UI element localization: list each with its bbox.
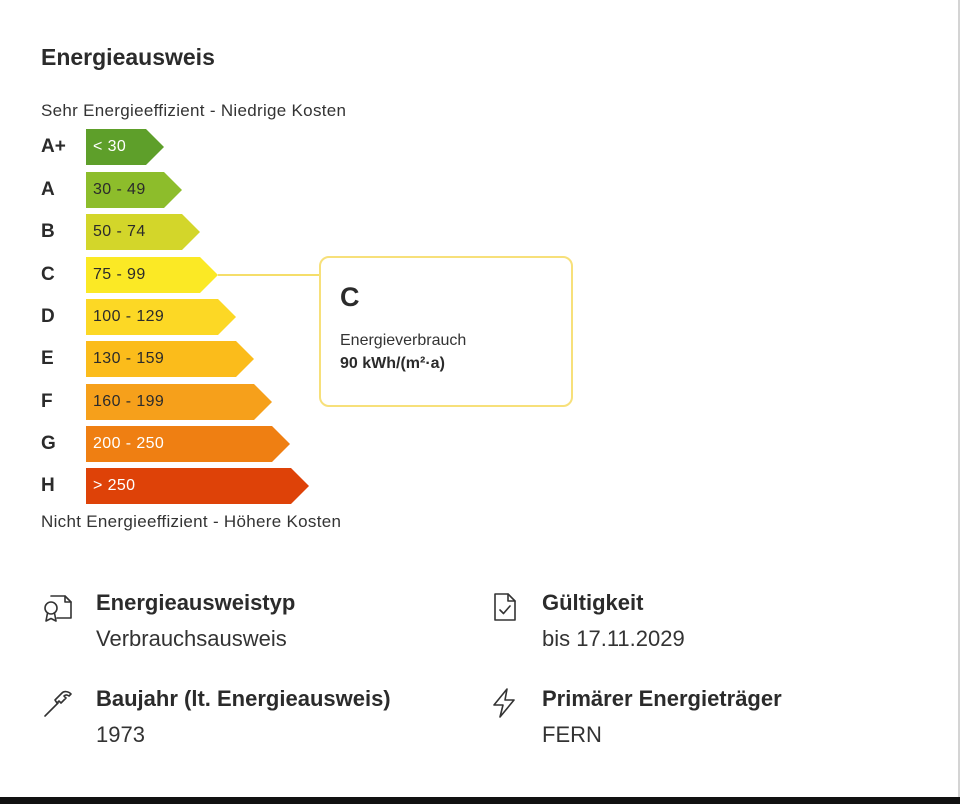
hammer-icon	[41, 686, 75, 720]
info-label: Primärer Energieträger	[542, 686, 782, 711]
rating-range: 100 - 129	[93, 308, 165, 325]
info-value: Verbrauchsausweis	[96, 626, 287, 651]
rating-letter: C	[41, 264, 55, 285]
rating-bar: 50 - 74	[86, 214, 200, 250]
rating-range: 50 - 74	[93, 223, 146, 240]
current-rating-card: C Energieverbrauch 90 kWh/(m²·a)	[319, 256, 573, 407]
rating-letter: A+	[41, 136, 66, 157]
lightning-icon	[487, 686, 521, 720]
energy-consumption-label: Energieverbrauch	[340, 332, 467, 349]
rating-letter: H	[41, 475, 55, 496]
rating-range: 75 - 99	[93, 266, 146, 283]
current-rating-letter: C	[340, 282, 360, 312]
rating-letter: B	[41, 221, 55, 242]
scale-bottom-caption: Nicht Energieeffizient - Höhere Kosten	[41, 512, 342, 531]
info-value: 1973	[96, 722, 145, 747]
rating-letter: A	[41, 179, 55, 200]
rating-bar: 100 - 129	[86, 299, 236, 335]
info-value: bis 17.11.2029	[542, 626, 685, 651]
info-label: Baujahr (lt. Energieausweis)	[96, 686, 391, 711]
rating-bar: < 30	[86, 129, 164, 165]
rating-range: 30 - 49	[93, 181, 146, 198]
rating-bar: 200 - 250	[86, 426, 290, 462]
document-check-icon	[487, 590, 521, 624]
info-label: Gültigkeit	[542, 590, 644, 615]
rating-range: 130 - 159	[93, 350, 165, 367]
rating-connector-line	[218, 274, 321, 276]
rating-bar: 130 - 159	[86, 341, 254, 377]
rating-bar: > 250	[86, 468, 309, 504]
rating-letter: E	[41, 348, 54, 369]
certificate-icon	[41, 590, 75, 624]
rating-letter: F	[41, 391, 53, 412]
info-label: Energieausweistyp	[96, 590, 296, 615]
rating-letter: D	[41, 306, 55, 327]
rating-bar: 160 - 199	[86, 384, 272, 420]
rating-range: 160 - 199	[93, 393, 165, 410]
rating-bar: 75 - 99	[86, 257, 218, 293]
rating-letter: G	[41, 433, 56, 454]
rating-bar: 30 - 49	[86, 172, 182, 208]
section-title: Energieausweis	[41, 44, 215, 70]
bottom-border	[0, 797, 960, 804]
rating-range: 200 - 250	[93, 435, 165, 452]
energy-consumption-value: 90 kWh/(m²·a)	[340, 355, 445, 372]
info-value: FERN	[542, 722, 602, 747]
scale-top-caption: Sehr Energieeffizient - Niedrige Kosten	[41, 101, 347, 120]
right-border	[958, 0, 960, 804]
rating-range: < 30	[93, 138, 127, 155]
rating-range: > 250	[93, 477, 136, 494]
